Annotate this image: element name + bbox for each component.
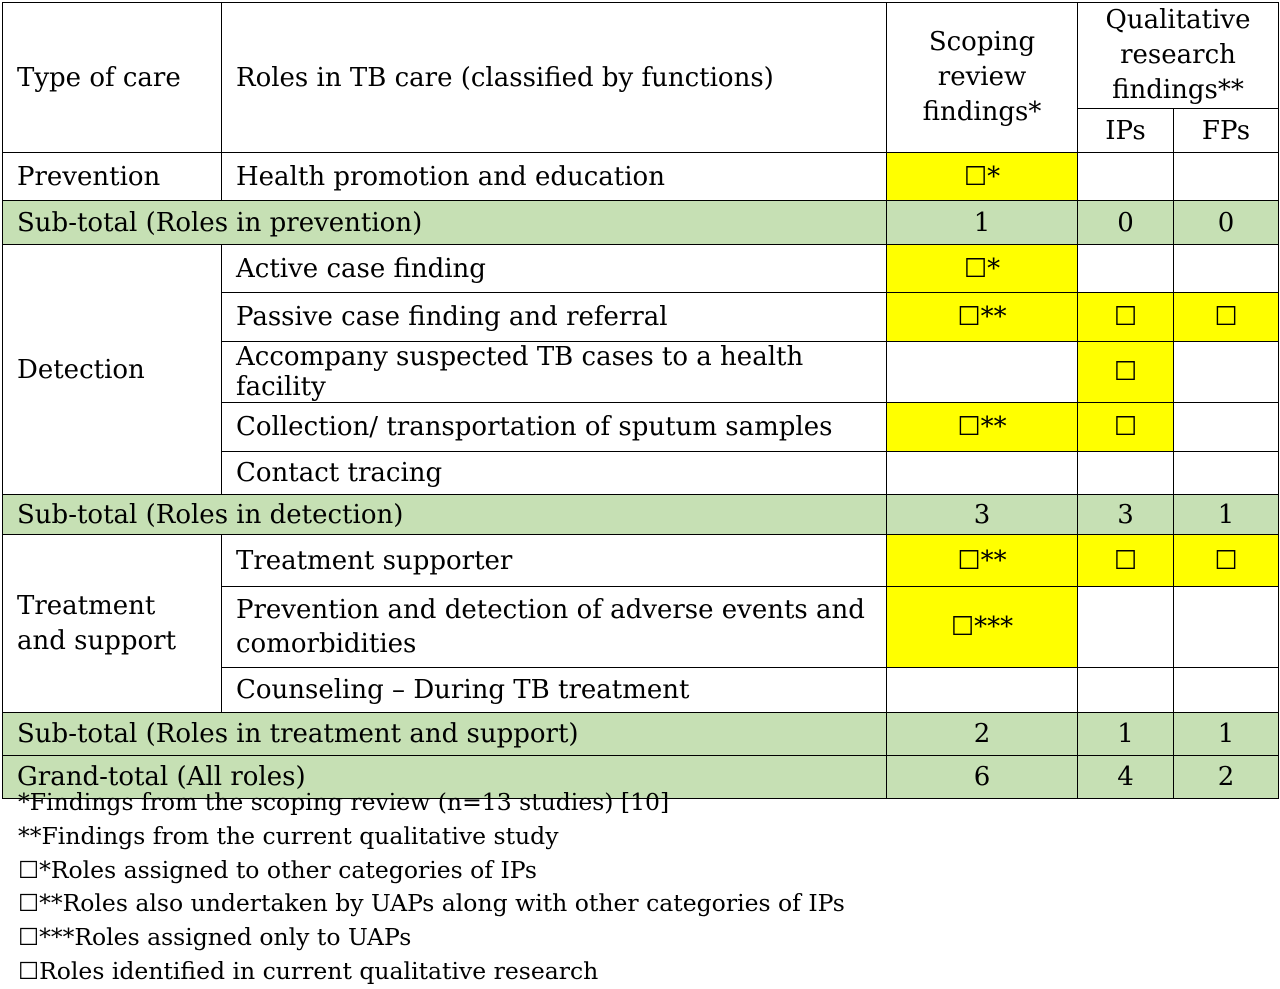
role-cell: Passive case finding and referral xyxy=(221,292,887,342)
subtotal-fps: 1 xyxy=(1172,494,1280,535)
ips-mark-cell: ☐ xyxy=(1077,534,1174,587)
grand-total-scoping: 6 xyxy=(886,755,1078,799)
grand-total-row: Grand-total (All roles) 6 4 2 xyxy=(2,755,1280,799)
ips-mark-cell xyxy=(1077,451,1174,495)
role-cell: Treatment supporter xyxy=(221,534,887,587)
grand-total-label: Grand-total (All roles) xyxy=(2,755,887,799)
subtotal-fps: 0 xyxy=(1172,200,1280,245)
fps-mark-cell xyxy=(1172,402,1280,452)
footnote: ☐Roles identified in current qualitative… xyxy=(18,956,599,985)
fps-mark-cell xyxy=(1172,244,1280,293)
footnote: ☐**Roles also undertaken by UAPs along w… xyxy=(18,889,845,918)
scoping-header-text: Scoping review findings xyxy=(922,27,1036,127)
fps-mark-cell xyxy=(1172,586,1280,668)
table-row: Collection/ transportation of sputum sam… xyxy=(3,402,1280,452)
category-detection: Detection xyxy=(2,244,222,495)
scoping-mark-cell: ☐** xyxy=(886,534,1078,587)
ips-header: IPs xyxy=(1077,108,1174,153)
subtotal-label: Sub-total (Roles in treatment and suppor… xyxy=(2,712,887,756)
scoping-mark-cell: ☐*** xyxy=(886,586,1078,668)
scoping-mark-cell xyxy=(886,341,1078,403)
ips-mark-cell: ☐ xyxy=(1077,402,1174,452)
role-cell: Prevention and detection of adverse even… xyxy=(221,586,887,668)
qualitative-header: Qualitative research findings** xyxy=(1076,2,1280,109)
table-row: Counseling – During TB treatment xyxy=(3,667,1280,713)
footnotes: *Findings from the scoping review (n=13 … xyxy=(18,786,845,989)
subtotal-fps: 1 xyxy=(1172,712,1280,756)
scoping-header-mark: * xyxy=(1028,97,1042,127)
type-of-care-header: Type of care xyxy=(2,2,222,153)
fps-mark-cell: ☐ xyxy=(1172,534,1280,587)
table-row: Prevention Health promotion and educatio… xyxy=(2,152,1280,201)
qualitative-header-text: Qualitative research findings xyxy=(1105,5,1251,105)
fps-mark-cell: ☐ xyxy=(1172,292,1280,342)
scoping-header: Scoping review findings* xyxy=(886,2,1078,153)
subtotal-ips: 1 xyxy=(1077,712,1174,756)
tb-roles-table: Type of care Roles in TB care (classifie… xyxy=(2,2,1280,799)
subtotal-label: Sub-total (Roles in detection) xyxy=(2,494,887,535)
role-cell: Collection/ transportation of sputum sam… xyxy=(221,402,887,452)
table-row: Detection Active case finding ☐* xyxy=(2,244,1280,495)
fps-header: FPs xyxy=(1172,108,1280,153)
scoping-mark-cell xyxy=(886,451,1078,495)
roles-header: Roles in TB care (classified by function… xyxy=(221,2,887,153)
footnote: **Findings from the current qualitative … xyxy=(18,821,559,850)
ips-mark-cell xyxy=(1077,586,1174,668)
category-treatment: Treatment and support xyxy=(2,534,222,713)
role-cell: Counseling – During TB treatment xyxy=(221,667,887,713)
scoping-mark-cell: ☐** xyxy=(886,402,1078,452)
scoping-mark-cell: ☐* xyxy=(886,244,1078,293)
subtotal-scoping: 3 xyxy=(886,494,1078,535)
qualitative-header-mark: ** xyxy=(1217,75,1244,105)
role-cell: Contact tracing xyxy=(221,451,887,495)
scoping-mark-cell xyxy=(886,667,1078,713)
ips-mark-cell xyxy=(1077,244,1174,293)
scoping-mark-cell: ☐** xyxy=(886,292,1078,342)
table-row: Prevention and detection of adverse even… xyxy=(3,586,1280,668)
subheader-row: IPs FPs xyxy=(3,108,1280,153)
subtotal-row-prevention: Sub-total (Roles in prevention) 1 0 0 xyxy=(2,200,1280,245)
fps-mark-cell xyxy=(1172,152,1280,201)
subtotal-label: Sub-total (Roles in prevention) xyxy=(2,200,887,245)
footnote: ☐*Roles assigned to other categories of … xyxy=(18,855,537,884)
ips-mark-cell xyxy=(1077,667,1174,713)
role-cell: Accompany suspected TB cases to a health… xyxy=(221,341,887,403)
fps-mark-cell xyxy=(1172,667,1280,713)
category-prevention: Prevention xyxy=(2,152,222,201)
header-row: Type of care Roles in TB care (classifie… xyxy=(2,2,1280,153)
ips-mark-cell: ☐ xyxy=(1077,292,1174,342)
subtotal-ips: 0 xyxy=(1077,200,1174,245)
subtotal-scoping: 1 xyxy=(886,200,1078,245)
fps-mark-cell xyxy=(1172,341,1280,403)
subtotal-scoping: 2 xyxy=(886,712,1078,756)
subtotal-row-treatment: Sub-total (Roles in treatment and suppor… xyxy=(2,712,1280,756)
grand-total-ips: 4 xyxy=(1077,755,1174,799)
subtotal-row-detection: Sub-total (Roles in detection) 3 3 1 xyxy=(2,494,1280,535)
ips-mark-cell xyxy=(1077,152,1174,201)
subtotal-ips: 3 xyxy=(1077,494,1174,535)
role-cell: Health promotion and education xyxy=(221,152,887,201)
table-row: Treatment and support Treatment supporte… xyxy=(2,534,1280,713)
scoping-mark-cell: ☐* xyxy=(886,152,1078,201)
grand-total-fps: 2 xyxy=(1172,755,1280,799)
role-cell: Active case finding xyxy=(221,244,887,293)
fps-mark-cell xyxy=(1172,451,1280,495)
footnote: *Findings from the scoping review (n=13 … xyxy=(18,788,670,816)
ips-mark-cell: ☐ xyxy=(1077,341,1174,403)
footnote: ☐***Roles assigned only to UAPs xyxy=(18,923,412,952)
